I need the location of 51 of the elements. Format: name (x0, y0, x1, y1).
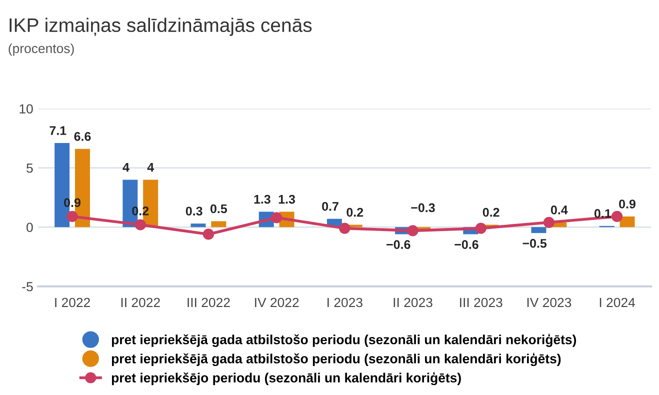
data-label: 0.9 (619, 200, 636, 208)
chart-title: IKP izmaiņas salīdzināmajās cenās (10, 18, 312, 36)
x-tick-label: I 2024 (600, 298, 635, 308)
data-label: 0.1 (594, 209, 612, 218)
y-tick-label: 0 (26, 222, 33, 232)
x-tick-label: II 2022 (121, 298, 160, 308)
chart-subtitle: (procentos) (8, 43, 74, 56)
point (543, 216, 555, 228)
point (611, 210, 623, 222)
data-label: −0.6 (454, 240, 478, 249)
data-label: 0.9 (64, 198, 80, 208)
data-label: 0.5 (210, 204, 228, 214)
data-label: 4 (122, 162, 130, 172)
point (134, 219, 146, 230)
y-tick-label: -5 (22, 282, 33, 292)
data-label: 0.7 (322, 202, 338, 211)
data-label: 7.1 (50, 126, 66, 135)
y-tick-label: 10 (20, 104, 33, 114)
legend-label: pret iepriekšējā gada atbilstošo periodu (sezonāli un kalendāri nekoriģēts) (112, 334, 576, 347)
x-tick-label: I 2022 (55, 298, 90, 308)
point (202, 228, 214, 240)
point (271, 212, 282, 224)
data-label: 1.3 (278, 194, 296, 204)
bar (211, 221, 226, 228)
point (339, 222, 350, 234)
point (475, 222, 486, 234)
bar (620, 216, 635, 228)
data-label: 0.2 (346, 208, 364, 217)
legend-label: pret iepriekšējo periodu (sezonāli un kalendāri koriģēts) (112, 372, 461, 386)
data-label: −0.3 (411, 203, 435, 212)
data-label: 1.3 (254, 194, 270, 204)
bar (190, 224, 206, 228)
bar (531, 227, 546, 234)
data-label: 0.2 (482, 208, 500, 217)
x-tick-label: IV 2023 (527, 298, 572, 308)
data-label: 0.3 (186, 206, 202, 216)
data-label: −0.6 (386, 240, 410, 249)
point (66, 210, 78, 222)
x-tick-label: III 2022 (188, 298, 230, 308)
data-label: 0.4 (550, 206, 568, 214)
x-tick-label: II 2023 (394, 298, 432, 308)
data-label: 4 (147, 162, 154, 172)
x-tick-label: III 2023 (460, 298, 502, 308)
x-tick-label: IV 2022 (255, 298, 299, 308)
data-label: 0.2 (132, 206, 149, 216)
x-tick-label: I 2023 (328, 298, 362, 308)
legend-label: pret iepriekšējā gada atbilstošo periodu (sezonāli un kalendāri koriģēts) (112, 352, 561, 366)
data-label: −0.5 (522, 238, 547, 248)
data-label: 6.6 (74, 132, 91, 141)
y-tick-label: 5 (26, 164, 33, 173)
point (407, 225, 418, 236)
